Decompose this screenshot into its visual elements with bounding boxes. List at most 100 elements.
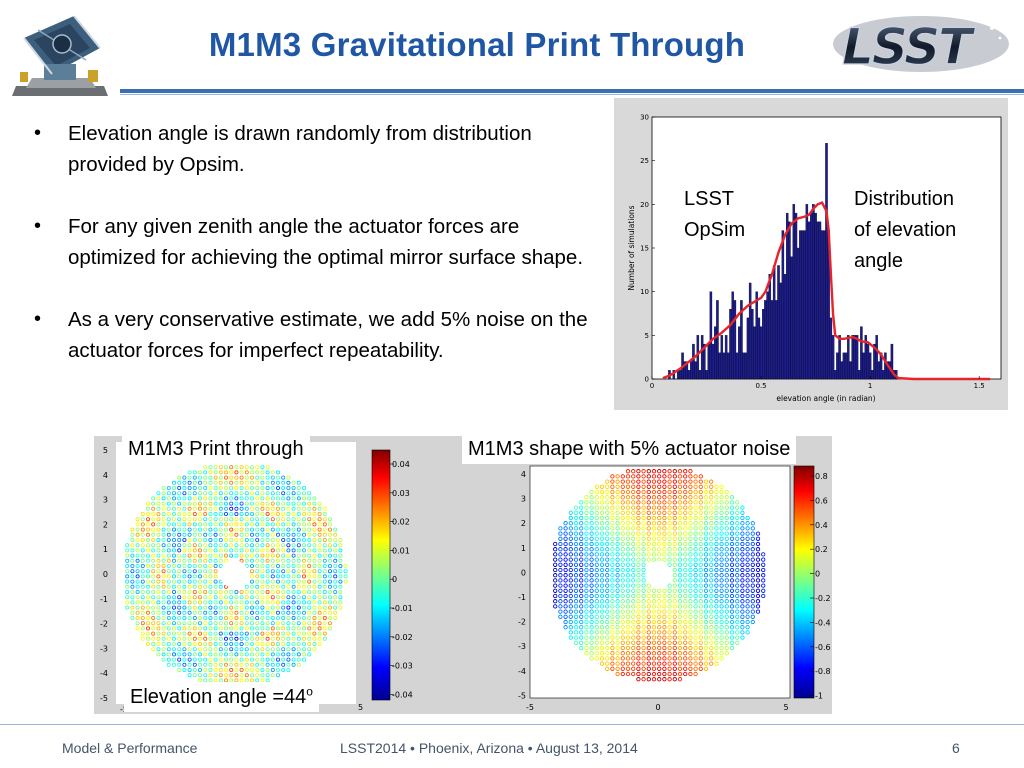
colorbar-tick-label: 0.6 (815, 496, 828, 505)
histogram-bar (733, 300, 737, 380)
colorbar-tick-label: -0.6 (815, 643, 831, 652)
y-tick-label: 2 (103, 520, 108, 529)
histogram-bar (853, 335, 857, 380)
histogram-bar (805, 204, 809, 380)
print-through-title: M1M3 Print through (122, 434, 310, 464)
histogram-bar (746, 317, 750, 380)
histogram-bar (844, 352, 848, 380)
y-tick-label: 25 (640, 157, 649, 165)
histogram-bar (840, 361, 844, 380)
histogram-bar (847, 335, 850, 380)
y-axis-label: Number of simulations (627, 205, 636, 290)
histogram-bar (809, 212, 813, 380)
histogram-bar (857, 370, 861, 380)
histogram-bar (766, 291, 769, 380)
y-tick-label: -1 (100, 595, 108, 604)
histogram-bar (794, 212, 798, 380)
title-rule-thin (120, 94, 1024, 95)
colorbar-tick-label: -0.4 (815, 618, 831, 627)
print-through-map: 5 4 3 2 1 0 -1 -2 -3 -4 -5 -5 M1M3 Print through El… (94, 434, 358, 714)
histogram-bar (720, 335, 724, 380)
colorbar-tick-label: -1 (815, 692, 823, 701)
colorbar-tick-label: 0 (815, 570, 820, 579)
histogram-bar (735, 352, 739, 380)
y-tick-label: -5 (518, 691, 526, 700)
histogram-bar (705, 370, 708, 380)
histogram-bar (877, 361, 881, 380)
colorbar-tick-label: -0.02 (392, 633, 413, 642)
title-rule (120, 89, 1024, 93)
y-tick-label: 3 (521, 495, 526, 504)
histogram-bar (772, 265, 776, 380)
histogram-bar (748, 282, 752, 380)
y-tick-label: 5 (645, 332, 649, 340)
distribution-curve (662, 201, 991, 381)
y-tick-label: 0 (103, 570, 108, 579)
slide-title: M1M3 Gravitational Print Through (208, 26, 746, 63)
colorbar-tick-label: -0.2 (815, 594, 831, 603)
y-tick-label: 20 (640, 201, 649, 209)
histogram-bar (727, 352, 730, 380)
colorbar-tick-label: -0.03 (392, 662, 413, 671)
histogram-bar (751, 308, 754, 380)
histogram-bar (714, 326, 717, 380)
print-through-colorbar: 0.04 0.03 0.02 0.01 0 -0.01 -0.02 -0.03 -0.04 5 (358, 449, 413, 712)
histogram-bar (703, 343, 706, 380)
colorbar-tick-label: -0.01 (392, 604, 413, 613)
histogram-bar (812, 204, 815, 380)
x-tick-label: 1 (868, 382, 872, 390)
histogram-bar (722, 352, 726, 380)
histogram-bar (740, 300, 743, 380)
y-tick-label: 0 (645, 376, 649, 384)
histogram-bar (759, 326, 763, 380)
histogram-bar (866, 343, 870, 380)
x-tick-label: 0 (655, 703, 660, 712)
histogram-bar (779, 282, 782, 380)
y-tick-label: 10 (640, 288, 649, 296)
histogram-bar (816, 221, 820, 380)
footer-event: LSST2014 • Phoenix, Arizona • August 13,… (340, 740, 638, 756)
bullet-list: Elevation angle is drawn randomly from d… (28, 118, 596, 397)
histogram-bar (716, 300, 719, 380)
histogram-bar (871, 370, 874, 380)
y-tick-label: -4 (100, 669, 108, 678)
bullet-item: Elevation angle is drawn randomly from d… (28, 118, 596, 180)
histogram-bar (783, 274, 787, 380)
histogram-bar (849, 361, 852, 380)
histogram-bar (698, 370, 702, 380)
y-tick-label: 5 (103, 446, 108, 455)
histogram-bar (696, 335, 700, 380)
y-tick-label: -1 (518, 593, 526, 602)
histogram-bar (742, 352, 745, 380)
elevation-angle-caption: Elevation angle =44o (124, 682, 319, 712)
y-tick-label: 0 (521, 568, 526, 577)
histogram-bar (855, 335, 859, 380)
y-tick-label: 30 (640, 114, 649, 122)
histogram-bar (731, 291, 734, 380)
histogram-bar (790, 256, 793, 380)
y-tick-label: 4 (521, 470, 526, 479)
histogram-bar (803, 230, 806, 380)
colorbar-corner-tick: 5 (358, 703, 363, 712)
histogram-bar (764, 300, 767, 380)
y-tick-label: -3 (100, 644, 108, 653)
histogram-bar (709, 291, 713, 380)
colorbar-tick-label: -0.04 (392, 690, 413, 699)
histogram-bar (836, 352, 839, 380)
footer-section: Model & Performance (62, 740, 198, 756)
histogram-bar (788, 221, 791, 380)
histogram-bar (884, 352, 887, 380)
colorbar-tick-label: 0.02 (392, 518, 410, 527)
histogram-bar (762, 308, 765, 380)
actuator-noise-title: M1M3 shape with 5% actuator noise (462, 434, 797, 464)
histogram-bar (729, 308, 732, 380)
x-tick-label: 1.5 (974, 382, 985, 390)
bullet-item: As a very conservative estimate, we add … (28, 304, 596, 366)
footer-page-number: 6 (952, 740, 960, 756)
histogram-bar (851, 335, 854, 380)
histogram-bar (833, 370, 837, 380)
histogram-bar (755, 291, 758, 380)
histogram-bar (814, 212, 817, 380)
histogram-bar (881, 370, 885, 380)
histogram-bar (842, 352, 846, 380)
